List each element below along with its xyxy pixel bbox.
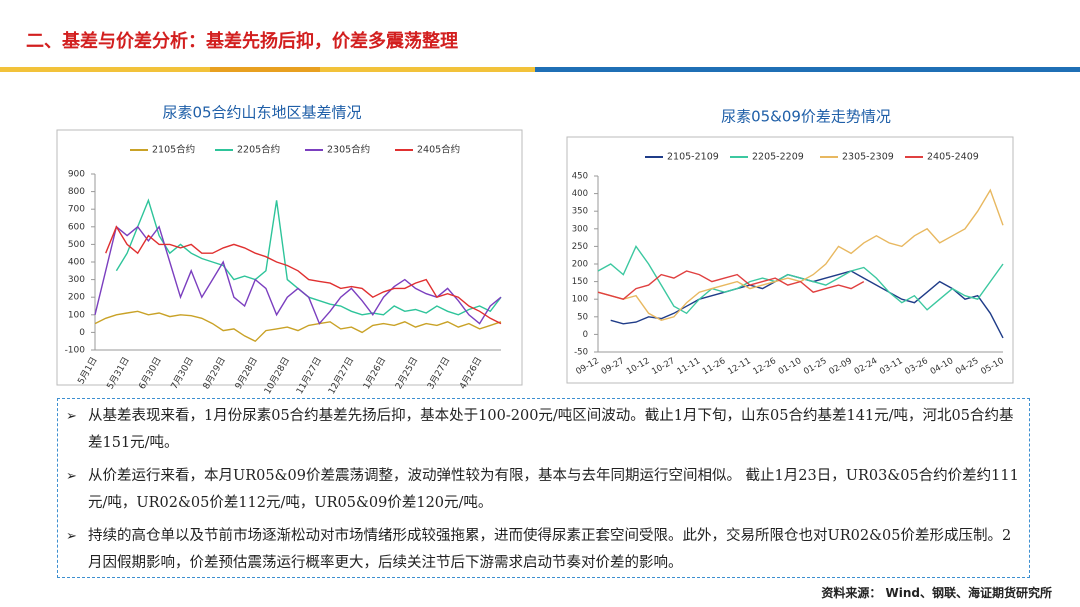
x-tick-label: 10-12: [625, 356, 651, 377]
series-line: [94, 310, 502, 343]
bar-segment: [210, 67, 320, 72]
x-tick-label: 01-25: [802, 356, 828, 377]
x-tick-label: 02-09: [827, 356, 853, 377]
x-tick-label: 05-10: [979, 356, 1005, 377]
legend-label: 2305合约: [327, 144, 370, 156]
y-tick-label: 250: [572, 242, 588, 252]
y-tick-label: 200: [572, 260, 588, 270]
series-line: [105, 225, 502, 325]
x-tick-label: 04-25: [954, 356, 980, 377]
y-tick-label: 150: [572, 277, 588, 287]
series-line: [597, 245, 1004, 315]
legend-label: 2305-2309: [842, 152, 894, 163]
x-tick-label: 12-26: [752, 356, 778, 377]
y-tick-label: 100: [68, 310, 85, 320]
x-tick-label: 11月27日: [294, 355, 324, 396]
y-tick-label: 0: [583, 330, 588, 340]
x-tick-label: 12月27日: [326, 355, 356, 396]
y-tick-label: 700: [68, 205, 85, 215]
x-tick-label: 09-12: [574, 356, 600, 377]
legend-label: 2205合约: [237, 144, 280, 156]
bullet: 持续的高仓单以及节前市场逐渐松动对市场情绪形成较强拖累，进而使得尿素正套空间受限…: [66, 523, 1021, 577]
x-tick-label: 8月29日: [201, 355, 228, 391]
y-tick-label: 350: [572, 207, 588, 217]
source: 资料来源： Wind、钢联、海证期货研究所: [821, 586, 1052, 600]
x-tick-label: 1月26日: [361, 355, 388, 391]
bullet-box: 从基差表现来看，1月份尿素05合约基差先扬后抑，基本处于100-200元/吨区间…: [57, 398, 1030, 578]
legend-label: 2105-2109: [667, 152, 719, 163]
y-tick-label: 450: [572, 172, 588, 182]
bullet: 从价差运行来看，本月UR05&09价差震荡调整，波动弹性较为有限，基本与去年同期…: [66, 463, 1021, 517]
y-tick-label: 800: [68, 187, 85, 197]
legend-label: 2105合约: [152, 144, 195, 156]
series-line: [610, 270, 1004, 339]
x-tick-label: 10月28日: [262, 355, 292, 396]
x-tick-label: 3月27日: [425, 355, 452, 391]
y-tick-label: 300: [572, 224, 588, 234]
legend-label: 2405-2409: [927, 152, 979, 163]
x-tick-label: 09-27: [600, 356, 626, 377]
bar-segment: [320, 67, 535, 72]
y-tick-label: 400: [68, 258, 85, 268]
x-tick-label: 7月30日: [169, 355, 196, 391]
y-tick-label: 300: [68, 275, 85, 285]
x-tick-label: 02-24: [853, 356, 879, 377]
y-tick-label: -50: [574, 348, 588, 358]
x-tick-label: 6月30日: [137, 355, 164, 391]
x-tick-label: 5月31日: [105, 355, 132, 391]
x-tick-label: 2月25日: [393, 355, 420, 391]
chart-title: 尿素05&09价差走势情况: [721, 108, 891, 126]
y-tick-label: 400: [572, 189, 588, 199]
y-tick-label: 50: [577, 312, 588, 322]
y-tick-label: 600: [68, 222, 85, 232]
x-tick-label: 03-11: [878, 356, 904, 377]
y-tick-label: 500: [68, 240, 85, 250]
y-tick-label: -100: [65, 346, 86, 356]
y-tick-label: 900: [68, 170, 85, 180]
x-tick-label: 5月1日: [76, 355, 100, 386]
series-line: [94, 225, 502, 325]
slide-title: 二、基差与价差分析：基差先扬后抑，价差多震荡整理: [26, 30, 458, 52]
x-tick-label: 4月26日: [457, 355, 484, 391]
chart-frame: [56, 129, 523, 386]
x-tick-label: 11-11: [676, 356, 702, 377]
bar-segment: [535, 67, 1080, 72]
series-line: [597, 188, 1004, 322]
x-tick-label: 9月28日: [233, 355, 260, 391]
legend-label: 2405合约: [417, 144, 460, 156]
series-line: [597, 270, 865, 300]
x-tick-label: 11-26: [701, 356, 727, 377]
chart-title: 尿素05合约山东地区基差情况: [162, 104, 361, 122]
x-tick-label: 10-27: [650, 356, 676, 377]
bullet: 从基差表现来看，1月份尿素05合约基差先扬后抑，基本处于100-200元/吨区间…: [66, 403, 1021, 457]
chart-frame: [566, 136, 1014, 384]
bar-segment: [0, 67, 210, 72]
y-tick-label: 0: [79, 328, 85, 338]
x-tick-label: 04-10: [929, 356, 955, 377]
x-tick-label: 01-10: [777, 356, 803, 377]
legend-label: 2205-2209: [752, 152, 804, 163]
x-tick-label: 12-11: [726, 356, 752, 377]
x-tick-label: 03-26: [903, 356, 929, 377]
y-tick-label: 200: [68, 293, 85, 303]
y-tick-label: 100: [572, 295, 588, 305]
